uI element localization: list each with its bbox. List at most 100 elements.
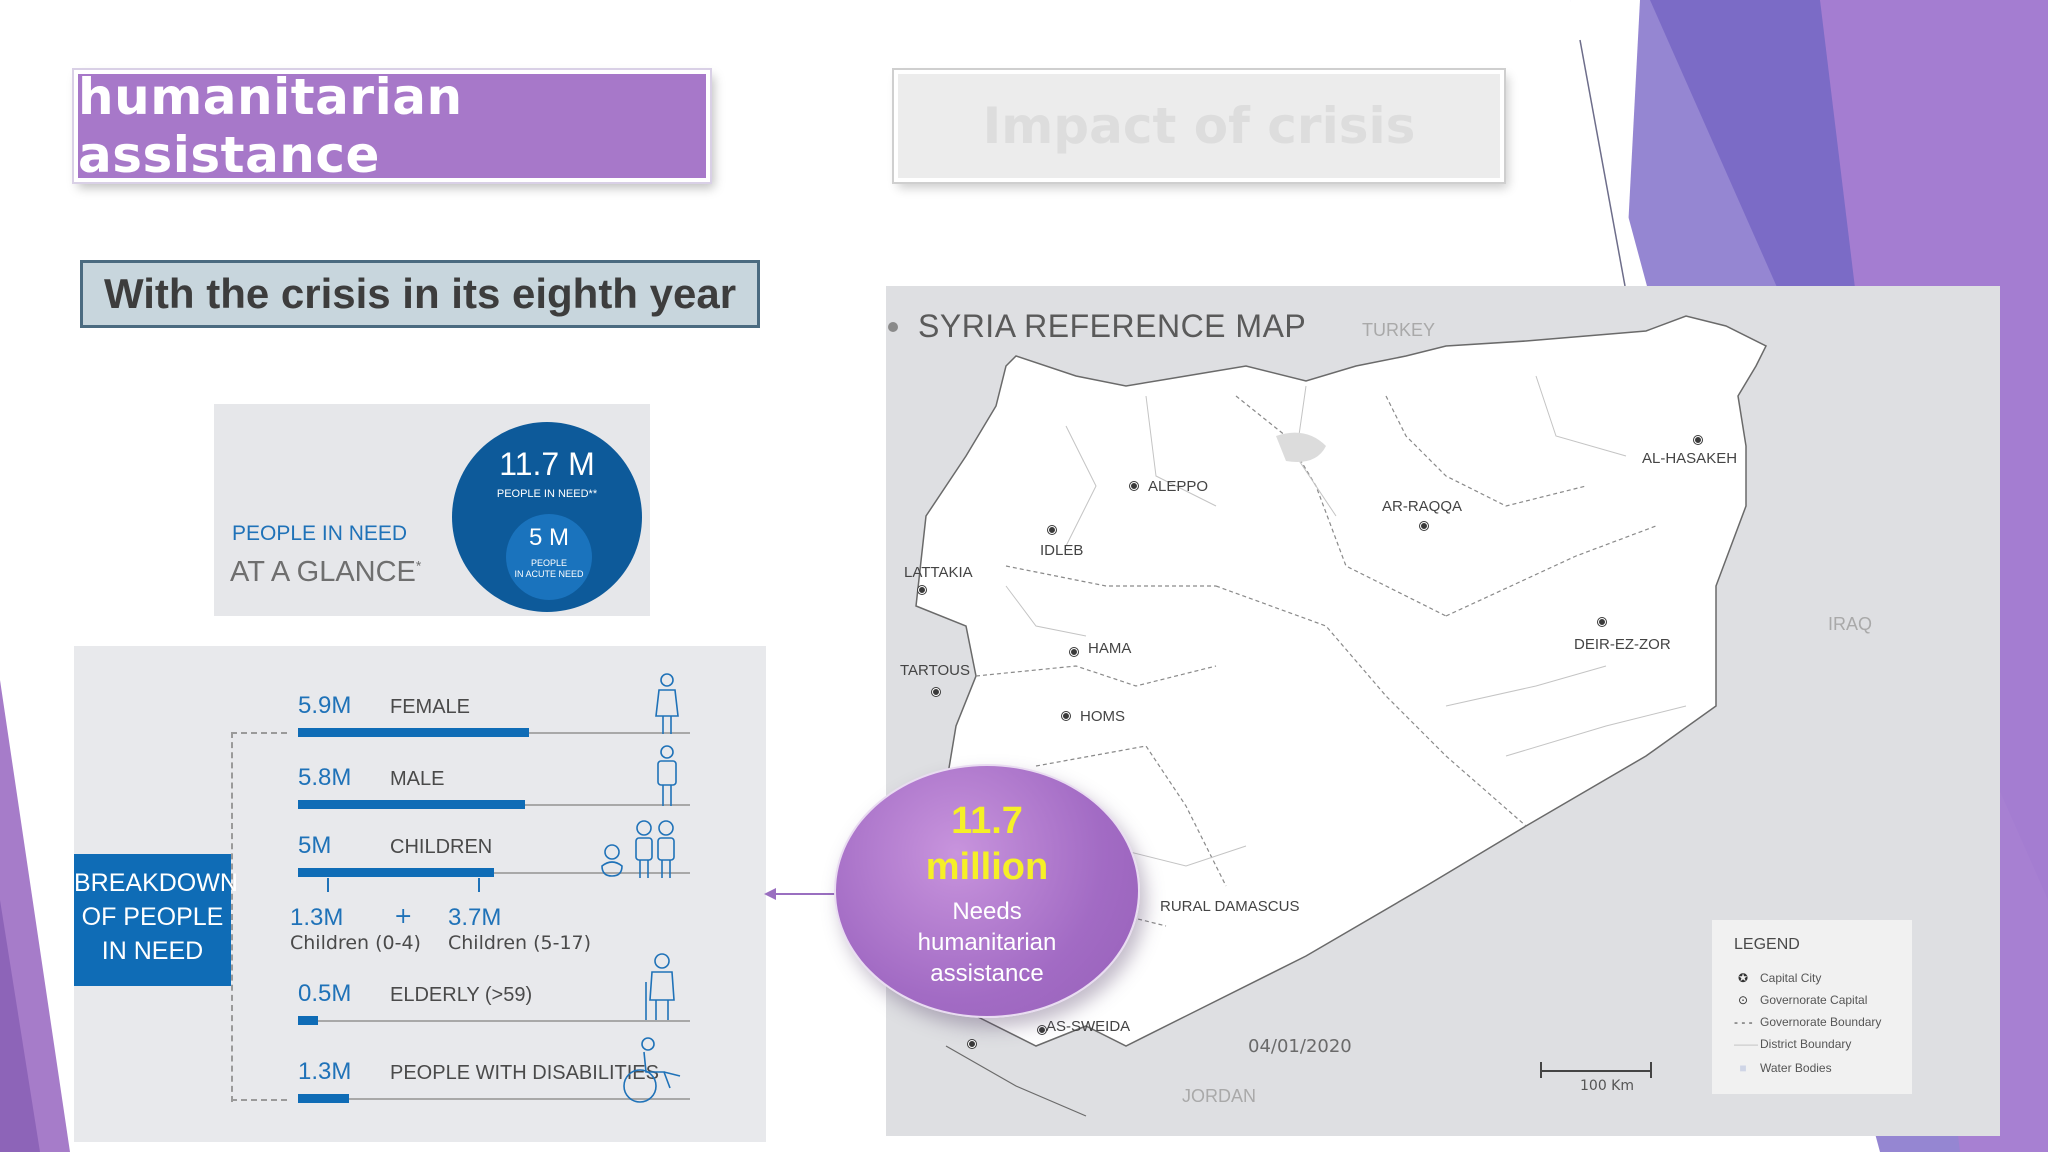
breakdown-card: BREAKDOWN OF PEOPLE IN NEED 5.9M FEMALE … [74, 646, 766, 1142]
male-icon [657, 745, 677, 806]
row-track [298, 1098, 690, 1100]
children-icon [601, 820, 675, 878]
callout-text-line-2: humanitarian [917, 929, 1057, 956]
city-label: AR-RAQQA [1382, 498, 1463, 515]
breakdown-bracket [231, 732, 233, 1102]
legend-item: ✪ Capital City [1734, 970, 1821, 986]
city-label: HAMA [1088, 640, 1132, 657]
city-marker [918, 586, 926, 594]
children-split-ticks [327, 878, 480, 892]
city-marker [1598, 618, 1606, 626]
legend-item-label: Governorate Capital [1760, 993, 1868, 1007]
breakdown-tag-line-1: BREAKDOWN [74, 869, 238, 897]
acute-need-value: 5 M [528, 524, 569, 551]
row-bar [298, 1094, 349, 1103]
governorate-boundary-icon: - - - [1734, 1015, 1753, 1029]
row-value: 5.9M [298, 692, 352, 719]
city-marker [968, 1040, 976, 1048]
legend-item: - - - Governorate Boundary [1734, 1014, 1881, 1030]
city-label: LATTAKIA [904, 564, 973, 581]
callout-value-line-2: million [925, 846, 1049, 888]
row-value: 0.5M [298, 980, 352, 1007]
water-bodies-icon: ■ [1739, 1061, 1747, 1075]
glance-subheading: AT A GLANCE* [230, 556, 421, 589]
children-5-17-value: 3.7M [448, 904, 502, 931]
governorate-capital-icon: ⊙ [1737, 993, 1749, 1007]
people-in-need-value: 11.7 M [499, 446, 595, 482]
legend-title: LEGEND [1734, 936, 1800, 953]
tab-impact-of-crisis[interactable]: Impact of crisis [894, 70, 1504, 182]
children-plus: + [394, 904, 413, 929]
map-date: 04/01/2020 [1248, 1036, 1352, 1057]
map-scale-bar: 100 Km [1540, 1062, 1690, 1094]
city-marker [1694, 436, 1702, 444]
row-track [298, 1020, 690, 1022]
legend-item-label: Water Bodies [1760, 1061, 1832, 1075]
city-marker [932, 688, 940, 696]
row-label: MALE [390, 768, 445, 790]
legend-item-label: Governorate Boundary [1760, 1015, 1882, 1029]
legend-item-label: Capital City [1760, 971, 1822, 985]
city-label: DEIR-EZ-ZOR [1574, 636, 1671, 653]
glance-heading: PEOPLE IN NEED [232, 522, 408, 545]
city-marker [1062, 712, 1070, 720]
tab-humanitarian-assistance[interactable]: humanitarian assistance [74, 68, 710, 184]
legend-item: ⊙ Governorate Capital [1734, 992, 1867, 1008]
callout-text-line-1: Needs [952, 898, 1022, 925]
breakdown-tag-line-3: IN NEED [101, 937, 204, 965]
row-value: 5.8M [298, 764, 352, 791]
city-label: ALEPPO [1148, 478, 1209, 495]
row-bar [298, 1016, 318, 1025]
city-label: RURAL DAMASCUS [1160, 898, 1300, 915]
country-label: TURKEY [1362, 320, 1436, 340]
children-0-4-label: Children (0-4) [290, 932, 421, 954]
map-legend: LEGEND ✪ Capital City ⊙ Governorate Capita… [1712, 920, 1912, 1094]
map-title-bullet [888, 322, 898, 332]
section-subtitle: With the crisis in its eighth year [80, 260, 760, 328]
legend-item: ■ Water Bodies [1734, 1060, 1832, 1076]
city-marker [1038, 1026, 1046, 1034]
syria-reference-map: SYRIA REFERENCE MAP TURKEY IRAQ JORDAN A… [886, 286, 2000, 1136]
city-marker [1130, 482, 1138, 490]
row-bar [298, 728, 529, 737]
people-in-need-label: PEOPLE IN NEED** [496, 488, 598, 500]
acute-need-circle: 5 M PEOPLE IN ACUTE NEED [506, 514, 592, 600]
row-bar [298, 868, 494, 877]
row-track [298, 872, 690, 874]
scale-label: 100 Km [1580, 1078, 1634, 1094]
row-bar [298, 800, 525, 809]
scale-line [1540, 1070, 1652, 1072]
city-label: IDLEB [1040, 542, 1084, 559]
city-label: HOMS [1080, 708, 1125, 725]
people-in-need-circle: 11.7 M PEOPLE IN NEED** 5 M PEOPLE IN AC… [452, 422, 642, 612]
female-icon [655, 673, 679, 734]
breakdown-connectors [231, 732, 291, 1101]
breakdown-tag-line-2: OF PEOPLE [81, 903, 224, 931]
acute-need-label-1: PEOPLE [530, 558, 568, 568]
district-boundary-icon: —— [1734, 1037, 1758, 1051]
breakdown-row-female: 5.9M FEMALE [290, 692, 690, 742]
country-label: IRAQ [1828, 614, 1873, 634]
scale-tick [1650, 1062, 1652, 1078]
breakdown-row-male: 5.8M MALE [290, 764, 690, 814]
children-5-17-label: Children (5-17) [448, 932, 592, 954]
row-label: ELDERLY (>59) [390, 984, 533, 1006]
row-value: 5M [298, 832, 332, 859]
legend-item-label: District Boundary [1760, 1037, 1852, 1051]
breakdown-row-children: 5M CHILDREN [290, 832, 690, 882]
country-label: JORDAN [1182, 1086, 1257, 1106]
glance-subheading-text: AT A GLANCE [230, 556, 416, 588]
city-label: TARTOUS [900, 662, 971, 679]
wheelchair-icon [623, 1037, 681, 1103]
people-in-need-callout: 11.7 million Needs humanitarian assistan… [834, 764, 1140, 1018]
city-label: AS-SWEIDA [1046, 1018, 1131, 1035]
row-value: 1.3M [298, 1058, 352, 1085]
row-label: FEMALE [390, 696, 471, 718]
breakdown-row-elderly: 0.5M ELDERLY (>59) [290, 980, 690, 1030]
breakdown-row-disabilities: 1.3M PEOPLE WITH DISABILITIES [290, 1058, 690, 1108]
city-label: AL-HASAKEH [1642, 450, 1738, 467]
legend-item: —— District Boundary [1734, 1036, 1851, 1052]
city-marker [1070, 648, 1078, 656]
children-0-4-value: 1.3M [290, 904, 344, 931]
city-marker [1420, 522, 1428, 530]
